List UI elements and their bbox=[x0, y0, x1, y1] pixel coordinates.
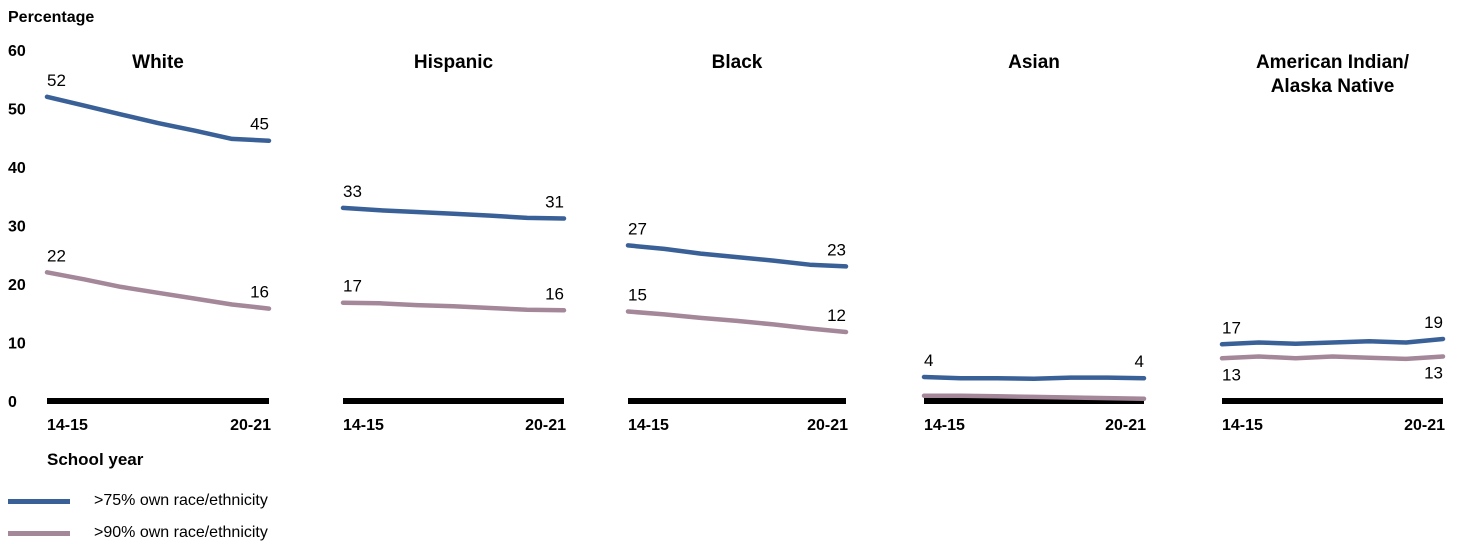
series-line bbox=[625, 243, 849, 269]
x-tick-label: 14-15 bbox=[47, 417, 88, 434]
data-label: 13 bbox=[1424, 364, 1443, 383]
x-tick-label: 14-15 bbox=[628, 417, 669, 434]
x-tick-label: 14-15 bbox=[343, 417, 384, 434]
series-line bbox=[44, 270, 272, 311]
series-line bbox=[340, 300, 567, 313]
legend-swatch-90 bbox=[8, 530, 70, 536]
y-tick-label: 0 bbox=[8, 394, 17, 411]
panel-1: Hispanic 14-15 20-21 33 31 17 16 bbox=[340, 52, 567, 434]
x-axis-title: School year bbox=[47, 450, 144, 469]
y-tick-label: 30 bbox=[8, 219, 26, 236]
data-label: 15 bbox=[628, 285, 647, 304]
data-label: 31 bbox=[545, 192, 564, 211]
data-label: 4 bbox=[1135, 352, 1144, 371]
chart-panels: White 14-15 20-21 52 45 22 16 Hispanic 14-15 20-2… bbox=[44, 52, 1446, 434]
data-label: 27 bbox=[628, 219, 647, 238]
x-tick-label: 14-15 bbox=[1222, 417, 1263, 434]
data-label: 17 bbox=[343, 277, 362, 296]
panel-4: American Indian/Alaska Native 14-15 20-21 1… bbox=[1219, 52, 1446, 434]
panel-title: Black bbox=[712, 52, 763, 73]
data-label: 17 bbox=[1222, 318, 1241, 337]
data-label: 4 bbox=[924, 351, 933, 370]
x-tick-label: 20-21 bbox=[807, 417, 848, 434]
y-tick-label: 10 bbox=[8, 336, 26, 353]
panel-2: Black 14-15 20-21 27 23 15 12 bbox=[625, 52, 849, 434]
series-line bbox=[44, 94, 272, 143]
series-line bbox=[625, 309, 849, 335]
y-tick-label: 20 bbox=[8, 277, 26, 294]
series-line bbox=[921, 393, 1147, 401]
data-label: 45 bbox=[250, 115, 269, 134]
legend-item-90: >90% own race/ethnicity bbox=[8, 524, 268, 542]
series-line bbox=[1219, 354, 1446, 362]
x-tick-label: 20-21 bbox=[525, 417, 566, 434]
data-label: 16 bbox=[250, 283, 269, 302]
data-label: 22 bbox=[47, 246, 66, 265]
x-tick-label: 20-21 bbox=[1404, 417, 1445, 434]
data-label: 33 bbox=[343, 182, 362, 201]
legend-label-75: >75% own race/ethnicity bbox=[94, 492, 268, 509]
panel-title: American Indian/ bbox=[1256, 52, 1410, 73]
panel-3: Asian 14-15 20-21 4 4 bbox=[921, 52, 1147, 434]
legend-item-75: >75% own race/ethnicity bbox=[8, 492, 268, 510]
x-tick-label: 14-15 bbox=[924, 417, 965, 434]
x-tick-label: 20-21 bbox=[1105, 417, 1146, 434]
series-line bbox=[1219, 336, 1446, 347]
y-axis-ticks: 0 10 20 30 40 50 60 bbox=[8, 43, 26, 411]
panel-title: Asian bbox=[1008, 52, 1060, 73]
panel-title: White bbox=[132, 52, 184, 73]
series-line bbox=[340, 205, 567, 221]
y-tick-label: 60 bbox=[8, 43, 26, 60]
data-label: 23 bbox=[827, 240, 846, 259]
x-tick-label: 20-21 bbox=[230, 417, 271, 434]
data-label: 16 bbox=[545, 284, 564, 303]
y-tick-label: 40 bbox=[8, 160, 26, 177]
data-label: 13 bbox=[1222, 365, 1241, 384]
data-label: 19 bbox=[1424, 313, 1443, 332]
legend-label-90: >90% own race/ethnicity bbox=[94, 524, 268, 541]
panel-0: White 14-15 20-21 52 45 22 16 bbox=[44, 52, 272, 434]
y-tick-label: 50 bbox=[8, 102, 26, 119]
y-axis-title: Percentage bbox=[8, 9, 94, 26]
legend-swatch-75 bbox=[8, 498, 70, 504]
series-line bbox=[921, 374, 1147, 382]
panel-title: Alaska Native bbox=[1271, 76, 1395, 97]
data-label: 52 bbox=[47, 71, 66, 90]
panel-title: Hispanic bbox=[414, 52, 494, 73]
data-label: 12 bbox=[827, 306, 846, 325]
